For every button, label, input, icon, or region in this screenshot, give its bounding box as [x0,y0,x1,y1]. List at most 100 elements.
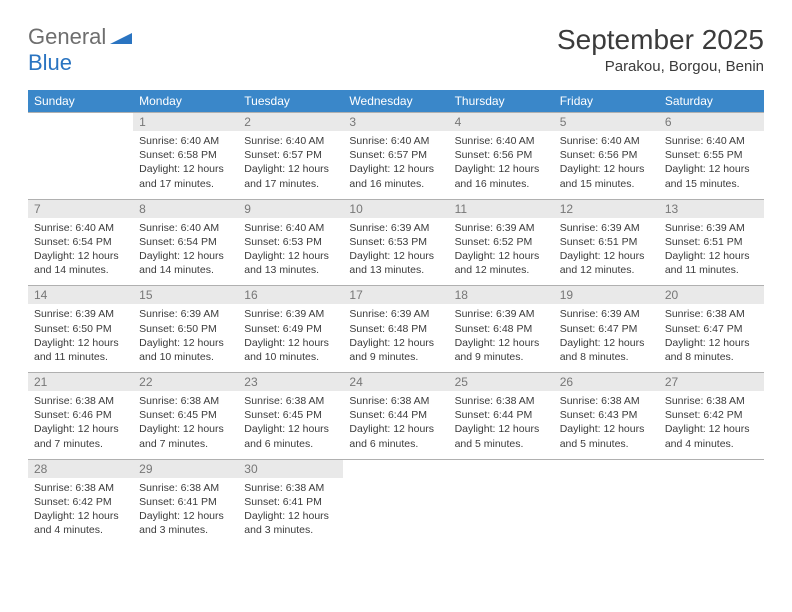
calendar-cell: 28Sunrise: 6:38 AMSunset: 6:42 PMDayligh… [28,459,133,545]
sunrise-text: Sunrise: 6:39 AM [139,307,232,321]
sunrise-text: Sunrise: 6:38 AM [34,481,127,495]
page-header: General Blue September 2025 Parakou, Bor… [28,24,764,76]
calendar-cell: 14Sunrise: 6:39 AMSunset: 6:50 PMDayligh… [28,286,133,373]
calendar-week: ..1Sunrise: 6:40 AMSunset: 6:58 PMDaylig… [28,113,764,200]
sunrise-text: Sunrise: 6:39 AM [349,221,442,235]
sunset-text: Sunset: 6:42 PM [665,408,758,422]
sunset-text: Sunset: 6:47 PM [665,322,758,336]
calendar-cell: 6Sunrise: 6:40 AMSunset: 6:55 PMDaylight… [659,113,764,200]
day-number: 25 [449,373,554,391]
calendar-week: 14Sunrise: 6:39 AMSunset: 6:50 PMDayligh… [28,286,764,373]
sunset-text: Sunset: 6:51 PM [665,235,758,249]
sunset-text: Sunset: 6:45 PM [244,408,337,422]
day-details: Sunrise: 6:39 AMSunset: 6:48 PMDaylight:… [343,304,448,372]
calendar-cell: 27Sunrise: 6:38 AMSunset: 6:42 PMDayligh… [659,373,764,460]
calendar-cell: .. [449,459,554,545]
day-number: 24 [343,373,448,391]
daylight-text: Daylight: 12 hours and 3 minutes. [244,509,337,537]
day-details: Sunrise: 6:40 AMSunset: 6:57 PMDaylight:… [238,131,343,199]
calendar-cell: 15Sunrise: 6:39 AMSunset: 6:50 PMDayligh… [133,286,238,373]
day-number: 30 [238,460,343,478]
calendar-head: Sunday Monday Tuesday Wednesday Thursday… [28,90,764,113]
day-details: Sunrise: 6:39 AMSunset: 6:51 PMDaylight:… [554,218,659,286]
sunrise-text: Sunrise: 6:40 AM [34,221,127,235]
calendar-cell: 13Sunrise: 6:39 AMSunset: 6:51 PMDayligh… [659,199,764,286]
daylight-text: Daylight: 12 hours and 10 minutes. [244,336,337,364]
sunset-text: Sunset: 6:44 PM [455,408,548,422]
daylight-text: Daylight: 12 hours and 13 minutes. [349,249,442,277]
sunset-text: Sunset: 6:46 PM [34,408,127,422]
calendar-cell: 29Sunrise: 6:38 AMSunset: 6:41 PMDayligh… [133,459,238,545]
day-number: 16 [238,286,343,304]
daylight-text: Daylight: 12 hours and 6 minutes. [349,422,442,450]
sunrise-text: Sunrise: 6:40 AM [139,221,232,235]
daylight-text: Daylight: 12 hours and 4 minutes. [34,509,127,537]
calendar-cell: 26Sunrise: 6:38 AMSunset: 6:43 PMDayligh… [554,373,659,460]
sunrise-text: Sunrise: 6:38 AM [665,307,758,321]
weekday-header: Tuesday [238,90,343,113]
sunrise-text: Sunrise: 6:38 AM [244,394,337,408]
day-number: 14 [28,286,133,304]
calendar-cell: 21Sunrise: 6:38 AMSunset: 6:46 PMDayligh… [28,373,133,460]
calendar-cell: 3Sunrise: 6:40 AMSunset: 6:57 PMDaylight… [343,113,448,200]
day-number: 13 [659,200,764,218]
sunrise-text: Sunrise: 6:38 AM [244,481,337,495]
day-details: Sunrise: 6:40 AMSunset: 6:55 PMDaylight:… [659,131,764,199]
calendar-body: .. 1Sunrise: 6:40 AMSunset: 6:58 PMDaylig… [28,113,764,546]
day-details: Sunrise: 6:40 AMSunset: 6:58 PMDaylight:… [133,131,238,199]
sunset-text: Sunset: 6:53 PM [244,235,337,249]
day-number: 12 [554,200,659,218]
daylight-text: Daylight: 12 hours and 15 minutes. [560,162,653,190]
day-number: 11 [449,200,554,218]
daylight-text: Daylight: 12 hours and 13 minutes. [244,249,337,277]
sunset-text: Sunset: 6:57 PM [244,148,337,162]
daylight-text: Daylight: 12 hours and 6 minutes. [244,422,337,450]
day-details: Sunrise: 6:38 AMSunset: 6:42 PMDaylight:… [28,478,133,546]
weekday-header: Friday [554,90,659,113]
sunrise-text: Sunrise: 6:38 AM [34,394,127,408]
day-details: Sunrise: 6:39 AMSunset: 6:50 PMDaylight:… [28,304,133,372]
day-details: Sunrise: 6:38 AMSunset: 6:46 PMDaylight:… [28,391,133,459]
sunrise-text: Sunrise: 6:40 AM [560,134,653,148]
weekday-header: Saturday [659,90,764,113]
location-label: Parakou, Borgou, Benin [557,58,764,75]
weekday-header: Thursday [449,90,554,113]
calendar-week: 7Sunrise: 6:40 AMSunset: 6:54 PMDaylight… [28,199,764,286]
day-details: Sunrise: 6:38 AMSunset: 6:43 PMDaylight:… [554,391,659,459]
day-number: 9 [238,200,343,218]
daylight-text: Daylight: 12 hours and 5 minutes. [455,422,548,450]
sunrise-text: Sunrise: 6:40 AM [665,134,758,148]
day-number: 26 [554,373,659,391]
calendar-cell: 30Sunrise: 6:38 AMSunset: 6:41 PMDayligh… [238,459,343,545]
day-number: 28 [28,460,133,478]
daylight-text: Daylight: 12 hours and 10 minutes. [139,336,232,364]
sunrise-text: Sunrise: 6:40 AM [139,134,232,148]
day-details: Sunrise: 6:38 AMSunset: 6:45 PMDaylight:… [238,391,343,459]
day-number: 8 [133,200,238,218]
month-title: September 2025 [557,24,764,56]
sunset-text: Sunset: 6:51 PM [560,235,653,249]
calendar-cell: 23Sunrise: 6:38 AMSunset: 6:45 PMDayligh… [238,373,343,460]
sunrise-text: Sunrise: 6:38 AM [139,481,232,495]
daylight-text: Daylight: 12 hours and 17 minutes. [244,162,337,190]
day-details: Sunrise: 6:39 AMSunset: 6:47 PMDaylight:… [554,304,659,372]
sunrise-text: Sunrise: 6:39 AM [349,307,442,321]
day-number: 4 [449,113,554,131]
sunrise-text: Sunrise: 6:40 AM [349,134,442,148]
day-number: 3 [343,113,448,131]
calendar-cell: .. [554,459,659,545]
day-number: 1 [133,113,238,131]
sunset-text: Sunset: 6:50 PM [34,322,127,336]
daylight-text: Daylight: 12 hours and 11 minutes. [34,336,127,364]
sunrise-text: Sunrise: 6:40 AM [244,221,337,235]
sunrise-text: Sunrise: 6:39 AM [455,221,548,235]
sunset-text: Sunset: 6:52 PM [455,235,548,249]
calendar-cell: 24Sunrise: 6:38 AMSunset: 6:44 PMDayligh… [343,373,448,460]
day-details: Sunrise: 6:40 AMSunset: 6:57 PMDaylight:… [343,131,448,199]
calendar-cell: 16Sunrise: 6:39 AMSunset: 6:49 PMDayligh… [238,286,343,373]
calendar-cell: 22Sunrise: 6:38 AMSunset: 6:45 PMDayligh… [133,373,238,460]
sunset-text: Sunset: 6:53 PM [349,235,442,249]
day-number: 6 [659,113,764,131]
sunset-text: Sunset: 6:48 PM [349,322,442,336]
sunset-text: Sunset: 6:42 PM [34,495,127,509]
